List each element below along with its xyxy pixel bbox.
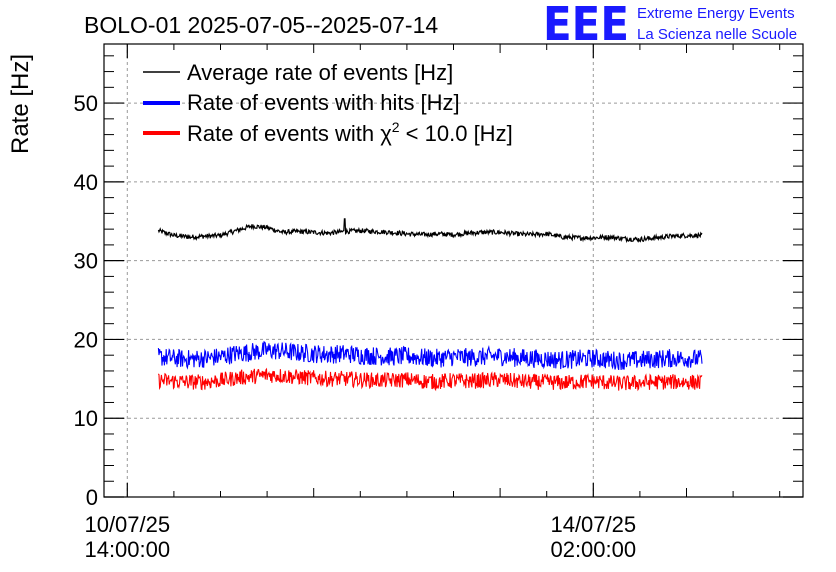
legend-label-chi2: Rate of events with χ2 < 10.0 [Hz] <box>187 119 513 146</box>
eee-logo: EEE Extreme Energy Events La Scienza nel… <box>543 0 797 51</box>
legend-swatch-chi2 <box>143 131 180 135</box>
x-tick-label-time: 14:00:00 <box>84 537 170 562</box>
logo-line1: Extreme Energy Events <box>637 5 795 22</box>
y-tick-label: 30 <box>74 249 98 274</box>
series-average-line <box>157 218 703 244</box>
logo-line2: La Scienza nelle Scuole <box>637 26 797 43</box>
grid-lines <box>104 44 803 497</box>
logo-mark: EEE <box>543 0 629 51</box>
y-tick-label: 0 <box>86 485 98 510</box>
legend-label-hits: Rate of events with hits [Hz] <box>187 90 460 115</box>
x-tick-label-date: 14/07/25 <box>550 512 636 537</box>
x-tick-label-date: 10/07/25 <box>84 512 170 537</box>
y-axis-label: Rate [Hz] <box>7 54 34 154</box>
legend-swatch-hits <box>143 101 180 105</box>
series-chi2-line <box>157 367 703 392</box>
y-tick-label: 10 <box>74 406 98 431</box>
y-tick-label: 20 <box>74 327 98 352</box>
y-tick-label: 50 <box>74 91 98 116</box>
chart-title: BOLO-01 2025-07-05--2025-07-14 <box>84 12 438 38</box>
legend-label-average: Average rate of events [Hz] <box>187 60 453 85</box>
series-group <box>157 218 703 392</box>
y-tick-labels: 0 10 20 30 40 50 <box>74 91 98 510</box>
axis-ticks <box>104 44 803 498</box>
y-tick-label: 40 <box>74 170 98 195</box>
legend: Average rate of events [Hz] Rate of even… <box>143 60 513 146</box>
x-tick-label-time: 02:00:00 <box>550 537 636 562</box>
series-hits-line <box>157 340 703 370</box>
